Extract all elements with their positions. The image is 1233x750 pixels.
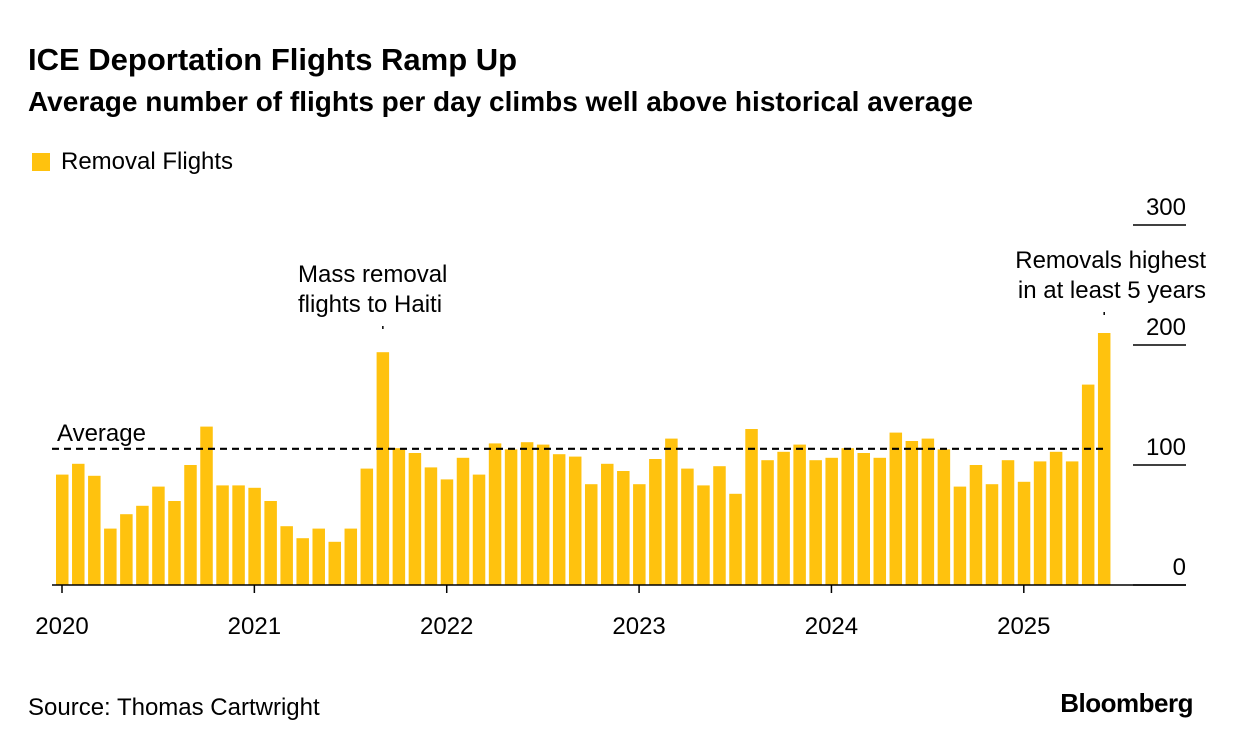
bar [264,501,277,585]
x-tick-label: 2020 [35,613,88,640]
bar [504,449,518,585]
annotation-text: Removals highest [1015,247,1206,274]
bar [168,501,181,585]
bar [825,457,838,585]
bar [376,352,390,585]
bar [344,528,358,585]
bar [56,474,69,585]
bar [440,479,454,585]
bar [328,541,342,585]
bar [873,457,887,585]
bar [568,456,582,585]
bar [713,466,726,585]
bar [232,485,245,585]
bar [921,438,935,585]
bar [120,514,133,585]
y-tick-label: 0 [1173,554,1186,581]
bar [488,443,502,585]
source-note: Source: Thomas Cartwright [28,694,320,721]
x-tick-label: 2021 [228,613,281,640]
chart-subtitle: Average number of flights per day climbs… [28,86,974,117]
bar [104,528,117,585]
annotations: Mass removal flights to Haiti Removals hig… [298,247,1206,329]
bar [136,505,149,585]
bar [697,485,710,585]
bar [472,474,486,585]
bar [809,460,822,585]
bar [1097,333,1111,585]
bar [793,444,806,585]
x-tick-label: 2024 [805,613,858,640]
bar [520,442,534,585]
bar [649,459,662,585]
legend-swatch [32,153,50,171]
bar [536,444,550,585]
bars-group [56,333,1111,585]
bar [216,485,229,585]
bar [745,429,758,585]
bar [777,451,790,585]
bar [969,465,983,585]
bar [1081,384,1095,585]
bar [408,453,422,585]
annotation-text: Mass removal [298,261,447,288]
average-label: Average [57,420,146,447]
y-tick-label: 100 [1146,434,1186,461]
bar [184,465,197,585]
y-tick-label: 200 [1146,314,1186,341]
bar [681,468,694,585]
bloomberg-logo: Bloomberg [1060,688,1193,718]
bar [456,457,470,585]
bar [296,538,309,585]
x-tick-label: 2025 [997,613,1050,640]
annotation-text: in at least 5 years [1018,277,1206,304]
bar [424,467,438,585]
bar [729,493,742,585]
bar [1049,451,1063,585]
bar [72,463,85,585]
bar [761,460,774,585]
chart-title: ICE Deportation Flights Ramp Up [28,42,518,77]
bar [392,448,406,585]
bar [88,475,101,585]
x-tick-label: 2023 [612,613,665,640]
bar [889,432,903,585]
bar [280,526,293,585]
bar [985,484,999,585]
bar [953,486,967,585]
bar [617,471,630,585]
bar [248,487,261,585]
bar [1033,461,1047,585]
bar [312,528,325,585]
average-reference: Average [52,420,1106,450]
bar [841,448,854,585]
bar [665,438,678,585]
bar [1017,481,1031,585]
bar [857,453,870,585]
bar [584,484,598,585]
bar [905,441,919,585]
legend-label: Removal Flights [61,148,234,175]
bar [552,454,566,585]
annotation-text: flights to Haiti [298,291,442,318]
bar [152,486,165,585]
bar [1001,460,1015,585]
x-tick-label: 2022 [420,613,473,640]
y-tick-label: 300 [1146,194,1186,221]
x-axis: 2020 2021 2022 2023 2024 2025 [35,584,1186,640]
bar [200,426,213,585]
legend: Removal Flights [32,148,233,176]
bar [937,449,951,585]
bar [1065,461,1079,585]
bar [601,463,614,585]
bar [360,468,374,585]
bar [633,484,646,585]
